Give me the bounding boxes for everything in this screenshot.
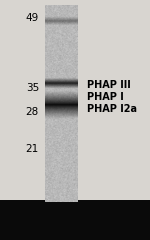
Text: PHAP I2a: PHAP I2a [87,104,137,114]
Text: 35: 35 [26,83,39,93]
Text: 28: 28 [26,107,39,117]
Bar [0,200,150,240]
Text: PHAP III: PHAP III [87,80,131,90]
Text: PHAP I: PHAP I [87,92,124,102]
Text: 21: 21 [26,144,39,154]
Text: 49: 49 [26,13,39,23]
